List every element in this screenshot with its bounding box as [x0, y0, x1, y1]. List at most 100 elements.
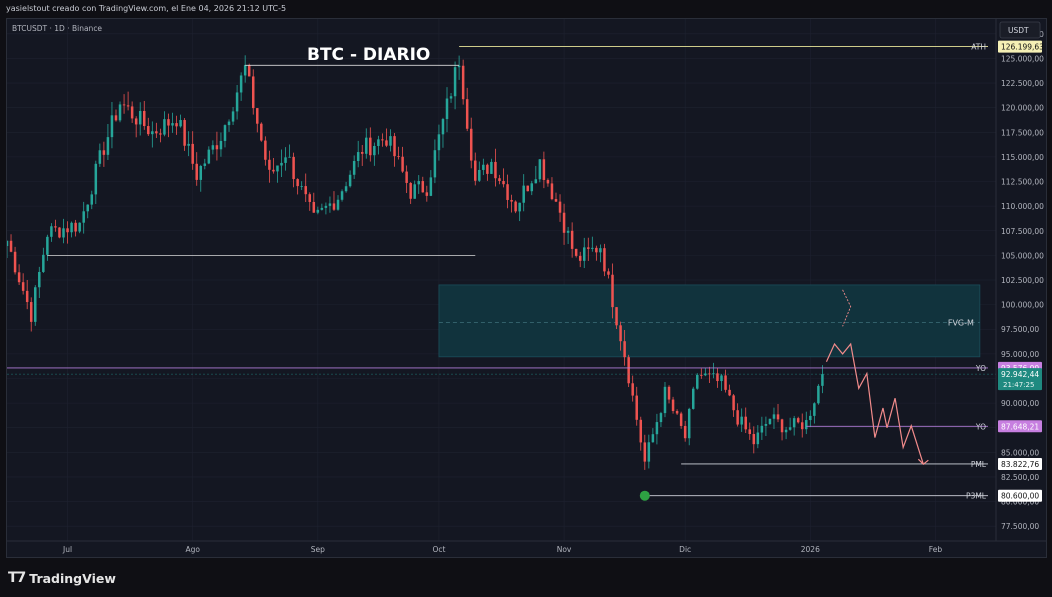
candle-body — [671, 399, 675, 412]
candle-body — [683, 425, 687, 439]
fvg-label: FVG-M — [948, 318, 974, 327]
candle-body — [340, 191, 344, 200]
price-tick-label: 85.000,00 — [1001, 448, 1039, 457]
candle-body — [587, 247, 590, 249]
candle-body — [328, 203, 332, 206]
candle-body — [227, 121, 231, 126]
candle-body — [389, 136, 392, 146]
candle-body — [324, 205, 328, 208]
level-ath-tag — [998, 40, 1042, 53]
candle-body — [344, 186, 348, 192]
level-ath-tag-label: 126.199,63 — [1001, 43, 1044, 52]
candle-body — [792, 418, 796, 428]
candle-body — [42, 254, 45, 272]
candle-body — [38, 271, 41, 288]
candle-body — [171, 123, 174, 126]
candle-body — [800, 422, 804, 430]
level-yo-tag — [998, 420, 1042, 433]
price-tick-label: 112.500,00 — [1001, 178, 1044, 187]
candle-body — [506, 184, 509, 200]
candle-body — [748, 429, 752, 435]
candle-body — [138, 110, 142, 125]
candle-body — [126, 105, 130, 107]
candle-body — [595, 247, 598, 253]
candle-body — [102, 150, 106, 155]
candle-body — [86, 204, 89, 212]
price-tick-label: 115.000,00 — [1001, 153, 1044, 162]
candle-body — [304, 186, 307, 195]
candle-body — [469, 128, 473, 161]
candle-body — [546, 179, 550, 184]
candle-body — [7, 240, 9, 247]
candle-body — [603, 248, 606, 272]
candle-body — [199, 165, 203, 180]
price-tick-label: 95.000,00 — [1001, 350, 1039, 359]
candle-body — [433, 150, 437, 178]
candle-body — [239, 75, 243, 93]
candle-body — [167, 119, 170, 126]
candle-body — [756, 432, 760, 445]
price-tick-label: 82.500,00 — [1001, 473, 1039, 482]
candle-body — [264, 140, 267, 160]
candle-body — [284, 157, 287, 163]
candle-body — [268, 159, 271, 170]
candle-body — [482, 164, 485, 170]
candle-body — [647, 442, 651, 462]
candle-body — [110, 115, 114, 138]
candle-body — [542, 159, 546, 180]
candle-body — [332, 203, 336, 210]
candle-body — [147, 126, 150, 135]
candle-body — [429, 177, 433, 196]
candle-body — [34, 287, 37, 322]
candle-body — [675, 411, 679, 414]
candle-body — [288, 156, 291, 158]
candle-body — [776, 414, 780, 420]
candle-body — [461, 65, 465, 100]
fvg-zone — [438, 284, 981, 358]
candle-body — [421, 181, 425, 193]
candle-body — [772, 414, 776, 419]
level-pml-tag-label: 83.822,76 — [1001, 460, 1039, 469]
candle-body — [98, 150, 102, 164]
candle-body — [385, 140, 388, 146]
chart-frame[interactable]: FVG-M ATH YO YO PML P3ML BTC - DIARIO BTCUSDT ·… — [6, 18, 1047, 558]
candle-body — [272, 169, 275, 172]
candle-body — [90, 194, 94, 205]
candle-body — [316, 209, 320, 213]
projection-dashed-hint — [842, 289, 852, 327]
candle-body — [393, 136, 396, 157]
caption-text: yasielstout creado con TradingView.com, … — [6, 4, 287, 13]
time-tick-label: Sep — [311, 545, 325, 554]
candle-body — [409, 182, 412, 199]
candle-body — [510, 199, 513, 202]
current-price-tag — [998, 368, 1042, 391]
candle-body — [211, 145, 215, 150]
price-tick-label: 107.500,00 — [1001, 227, 1044, 236]
candle-body — [296, 179, 299, 187]
low-marker — [639, 490, 650, 501]
candle-body — [369, 137, 372, 156]
candle-body — [260, 123, 263, 141]
candle-body — [155, 131, 158, 134]
candle-body — [796, 418, 800, 423]
price-chart[interactable]: FVG-M ATH YO YO PML P3ML BTC - DIARIO BTCUSDT ·… — [7, 19, 1046, 557]
candle-body — [163, 119, 166, 135]
time-tick-label: 2026 — [801, 545, 820, 554]
candle-body — [425, 192, 429, 196]
tradingview-logo[interactable]: T7 TradingView — [8, 570, 116, 586]
candle-body — [558, 201, 562, 213]
projection-path — [825, 342, 924, 465]
candle-body — [526, 185, 529, 192]
price-tick-label: 90.000,00 — [1001, 399, 1039, 408]
candle-body — [679, 413, 683, 426]
candle-body — [142, 110, 146, 127]
candle-body — [522, 185, 525, 203]
candle-body — [17, 272, 21, 283]
candle-body — [13, 251, 17, 273]
candle-body — [578, 255, 582, 261]
candle-body — [405, 171, 408, 183]
candle-body — [615, 307, 618, 326]
candle-body — [276, 165, 279, 172]
candle-body — [187, 143, 190, 146]
candle-body — [817, 385, 820, 404]
